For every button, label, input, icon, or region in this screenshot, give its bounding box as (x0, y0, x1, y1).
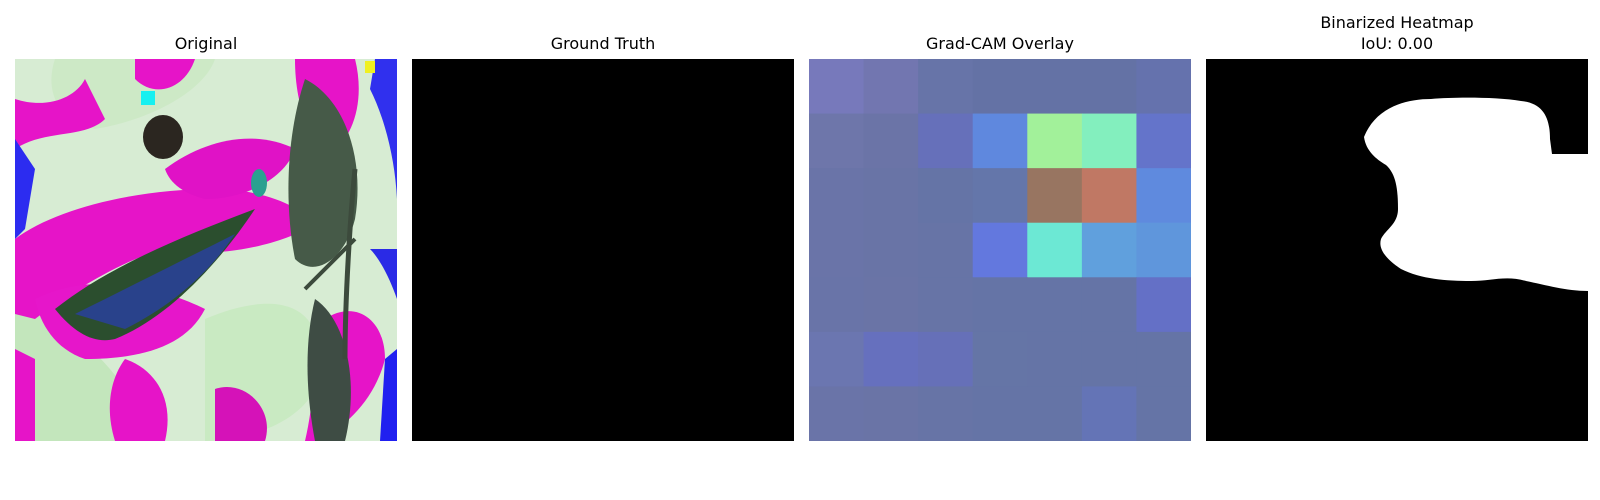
heatmap-cell (1027, 222, 1083, 278)
heatmap-cell (1081, 113, 1138, 169)
binarized-title: Binarized Heatmap (1320, 13, 1474, 32)
heatmap-cell (1136, 168, 1191, 224)
heatmap-cell (1136, 59, 1191, 115)
gradcam-heatmap (809, 59, 1191, 441)
heatmap-cell (863, 168, 919, 224)
heatmap-cell (972, 113, 1028, 169)
heatmap-cell (1136, 331, 1191, 388)
heatmap-cell (863, 331, 919, 388)
heatmap-cell (863, 277, 919, 333)
heatmap-cell (918, 113, 974, 169)
heatmap-cell (972, 168, 1028, 224)
binarized-panel: Binarized Heatmap IoU: 0.00 (1206, 0, 1588, 500)
heatmap-cell (1081, 386, 1138, 441)
heatmap-cell (918, 59, 974, 115)
iou-label: IoU: 0.00 (1360, 34, 1434, 53)
heatmap-cell (918, 222, 974, 278)
heatmap-cell (972, 222, 1028, 278)
heatmap-cell (863, 222, 919, 278)
heatmap-cell (972, 277, 1028, 333)
ground-truth-title: Ground Truth (550, 34, 656, 53)
heatmap-cell (918, 331, 974, 388)
heatmap-cell (1136, 277, 1191, 333)
heatmap-cell (1136, 113, 1191, 169)
gradcam-title: Grad-CAM Overlay (926, 34, 1074, 53)
heatmap-cell (809, 331, 865, 388)
original-panel: Original (15, 0, 397, 500)
gradcam-overlay-image (809, 59, 1191, 441)
heatmap-cell (809, 222, 865, 278)
binarized-heatmap-image (1206, 59, 1588, 441)
heatmap-cell (1136, 386, 1191, 441)
heatmap-cell (972, 386, 1028, 441)
heatmap-cell (918, 168, 974, 224)
original-image (15, 59, 397, 441)
heatmap-cell (809, 113, 865, 169)
heatmap-cell (918, 277, 974, 333)
heatmap-cell (1081, 168, 1138, 224)
heatmap-cell (863, 59, 919, 115)
heatmap-cell (1027, 168, 1083, 224)
leaf-image-graphic (15, 59, 397, 441)
heatmap-cell (1081, 331, 1138, 388)
heatmap-cell (809, 59, 865, 115)
heatmap-cell (1081, 277, 1138, 333)
heatmap-cell (809, 277, 865, 333)
gradcam-panel: Grad-CAM Overlay (809, 0, 1191, 500)
heatmap-cell (1136, 222, 1191, 278)
heatmap-cell (1027, 113, 1083, 169)
heatmap-cell (1081, 59, 1138, 115)
heatmap-cell (809, 168, 865, 224)
heatmap-cell (972, 331, 1028, 388)
heatmap-cell (1027, 331, 1083, 388)
heatmap-cell (809, 386, 865, 441)
binarized-mask-shape (1206, 59, 1588, 441)
heatmap-cell (1027, 59, 1083, 115)
heatmap-cell (972, 59, 1028, 115)
heatmap-cell (1081, 222, 1138, 278)
heatmap-cell (918, 386, 974, 441)
heatmap-cell (863, 113, 919, 169)
heatmap-cell (1027, 277, 1083, 333)
heatmap-cell (1027, 386, 1083, 441)
heatmap-cell (863, 386, 919, 441)
original-title: Original (174, 34, 238, 53)
ground-truth-panel: Ground Truth (412, 0, 794, 500)
ground-truth-mask (412, 59, 794, 441)
